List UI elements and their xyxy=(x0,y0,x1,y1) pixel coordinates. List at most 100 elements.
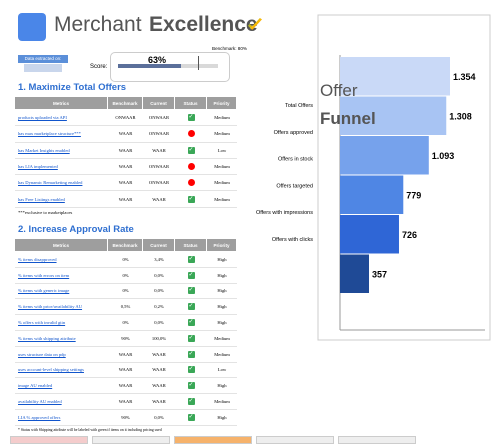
table-cell: 0,0% xyxy=(143,410,175,426)
status-cell: ✓ xyxy=(175,284,207,300)
status-cell: ✓ xyxy=(175,394,207,410)
table-cell: ONWAAR xyxy=(143,159,175,176)
score-label: Score: xyxy=(90,64,108,70)
status-icon: ✓ xyxy=(187,114,195,122)
metric-link: has LIA implemented xyxy=(15,159,108,176)
metric-link: has Free Listings enabled xyxy=(15,192,108,208)
status-cell: ✓ xyxy=(175,410,207,426)
table-cell: WAAR xyxy=(108,159,143,176)
benchmark-mark xyxy=(198,56,199,70)
category-label: Offers targeted xyxy=(276,183,313,189)
column-header: Metrics xyxy=(15,97,108,109)
status-cell xyxy=(175,126,207,143)
table-cell: WAAR xyxy=(108,175,143,192)
metric-link: uses account-level shipping settings xyxy=(15,363,108,379)
metric-link: uses structure data on pdp xyxy=(15,347,108,363)
table-cell: WAAR xyxy=(143,394,175,410)
chart-title: Offer xyxy=(320,81,358,100)
note: ***exclusive to marketplaces xyxy=(18,209,73,215)
funnel-bar xyxy=(340,57,450,96)
status-cell: ✓ xyxy=(175,347,207,363)
table-cell: Low xyxy=(207,143,237,159)
metric-link: availability AU enabled xyxy=(15,394,108,410)
column-header: Current xyxy=(143,239,175,251)
status-icon: ✓ xyxy=(187,146,195,154)
metric-link: % items disapproved xyxy=(15,252,108,268)
table-cell: WAAR xyxy=(108,394,143,410)
status-icon: ✓ xyxy=(187,413,195,421)
table-cell: WAAR xyxy=(108,143,143,159)
status-icon: ✓ xyxy=(187,255,195,263)
table-cell: High xyxy=(207,299,237,316)
table-cell: 100,0% xyxy=(143,331,175,347)
metric-link: products uploaded via API xyxy=(15,110,108,127)
score-bar xyxy=(118,64,181,68)
status-cell: ✓ xyxy=(175,192,207,208)
logo xyxy=(18,13,46,41)
chart-title: Funnel xyxy=(320,109,376,128)
status-cell xyxy=(175,175,207,192)
value-label: 1.354 xyxy=(453,72,476,82)
funnel-bar xyxy=(340,175,404,214)
metric-link: has max marketplace structure*** xyxy=(15,126,108,143)
extracted-date xyxy=(24,64,62,72)
status-cell: ✓ xyxy=(175,299,207,316)
metric-link: has Dynamic Remarketing enabled xyxy=(15,175,108,192)
status-icon xyxy=(187,163,195,171)
extracted-label: Data extracted on: xyxy=(18,55,68,63)
table-cell: WAAR xyxy=(108,192,143,208)
status-icon: ✓ xyxy=(187,319,195,327)
table-cell: High xyxy=(207,252,237,268)
value-label: 1.308 xyxy=(449,111,472,121)
table-cell: 0,0% xyxy=(143,315,175,331)
status-icon: ✓ xyxy=(187,398,195,406)
value-label: 357 xyxy=(372,269,387,279)
chart-frame xyxy=(317,14,491,341)
status-icon: ✓ xyxy=(187,334,195,342)
table-cell: Medium xyxy=(207,331,237,347)
column-header: Priority xyxy=(207,239,237,251)
table-cell: 90% xyxy=(108,331,143,347)
table-cell: Medium xyxy=(207,347,237,363)
status-icon: ✓ xyxy=(187,382,195,390)
benchmark-label: Benchmark: 80% xyxy=(212,46,247,51)
score-value: 63% xyxy=(148,55,167,65)
title-light: Merchant xyxy=(54,13,142,36)
column-header: Status xyxy=(175,239,207,251)
table-cell: 0% xyxy=(108,252,143,268)
status-icon: ✓ xyxy=(187,195,195,203)
funnel-bar xyxy=(340,215,399,254)
table-cell: Medium xyxy=(207,192,237,208)
column-header: Status xyxy=(175,97,207,109)
table-cell: WAAR xyxy=(143,192,175,208)
status-cell: ✓ xyxy=(175,378,207,395)
column-header: Priority xyxy=(207,97,237,109)
table-cell: WAAR xyxy=(108,363,143,379)
value-label: 726 xyxy=(402,230,417,240)
metric-link: image AU enabled xyxy=(15,378,108,395)
category-label: Offers with clicks xyxy=(272,237,313,243)
status-cell: ✓ xyxy=(175,252,207,268)
column-header: Benchmark xyxy=(108,239,143,251)
value-label: 1.093 xyxy=(432,151,455,161)
status-icon: ✓ xyxy=(187,350,195,358)
metric-link: % items with errors on item xyxy=(15,268,108,284)
table-cell: Medium xyxy=(207,126,237,143)
table-cell: 0% xyxy=(108,268,143,284)
table-cell: High xyxy=(207,315,237,331)
funnel-bar xyxy=(340,96,447,135)
column-header: Current xyxy=(143,97,175,109)
category-label: Offers with impressions xyxy=(256,210,313,216)
status-icon xyxy=(187,179,195,187)
table-cell: 0,0% xyxy=(143,284,175,300)
table-cell: 0,0% xyxy=(143,268,175,284)
table-cell: WAAR xyxy=(143,347,175,363)
status-cell xyxy=(175,159,207,176)
table-cell: High xyxy=(207,284,237,300)
table-cell: 0% xyxy=(108,315,143,331)
table-cell: 0% xyxy=(108,284,143,300)
score-box xyxy=(110,52,230,82)
metric-link: % items with generic image xyxy=(15,284,108,300)
table-cell: 3,4% xyxy=(143,252,175,268)
